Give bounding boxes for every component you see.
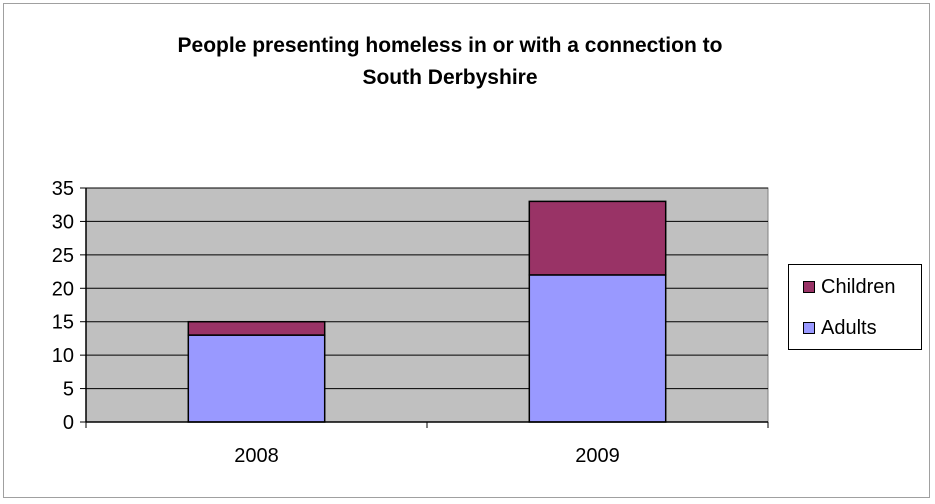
y-tick-label: 35	[52, 178, 74, 200]
legend-item-children: Children	[803, 276, 895, 298]
y-tick-label: 25	[52, 245, 74, 267]
y-tick-label: 15	[52, 312, 74, 334]
chart-title-line-1: People presenting homeless in or with a …	[177, 34, 723, 57]
y-tick-label: 5	[63, 379, 74, 401]
y-tick-label: 20	[52, 278, 74, 300]
y-tick-label: 0	[63, 412, 74, 434]
bar-adults-2008	[187, 334, 326, 423]
chart-title: People presenting homeless in or with a …	[0, 30, 900, 94]
legend-label-adults: Adults	[821, 316, 877, 339]
bar-children-2008	[187, 320, 326, 336]
x-tick-label: 2009	[575, 445, 620, 467]
x-tick-label: 2008	[234, 445, 279, 467]
legend-swatch-adults	[803, 322, 815, 334]
chart-title-line-2: South Derbyshire	[362, 66, 538, 89]
legend-item-adults: Adults	[803, 317, 877, 339]
chart-legend: Children Adults	[788, 264, 922, 350]
legend-swatch-children	[803, 281, 815, 293]
legend-label-children: Children	[821, 275, 896, 298]
bar-adults-2009	[528, 274, 667, 423]
y-tick-label: 30	[52, 211, 74, 233]
y-tick-label: 10	[52, 345, 74, 367]
bar-children-2009	[528, 200, 667, 276]
